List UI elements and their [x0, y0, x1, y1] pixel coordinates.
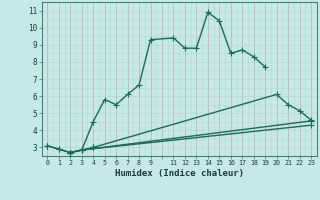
X-axis label: Humidex (Indice chaleur): Humidex (Indice chaleur) — [115, 169, 244, 178]
